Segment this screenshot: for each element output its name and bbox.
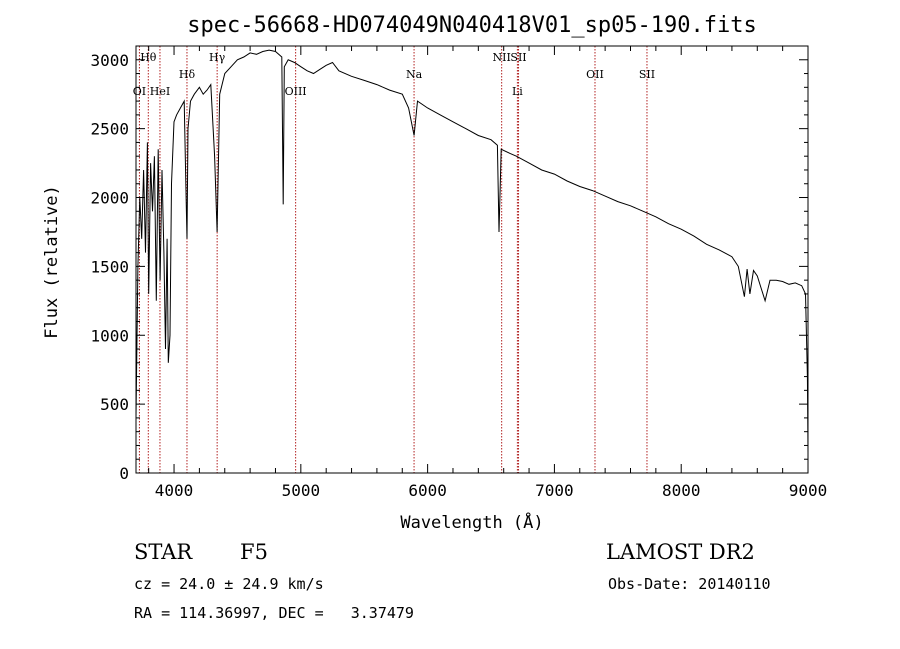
x-tick-label: 9000: [789, 481, 828, 500]
y-tick-label: 0: [119, 464, 129, 483]
x-tick-label: 7000: [535, 481, 574, 500]
line-marker-label: Li: [512, 85, 523, 98]
object-type: STAR: [134, 540, 193, 564]
line-marker-label: Na: [406, 68, 423, 81]
y-tick-label: 1500: [90, 257, 129, 276]
survey-name: LAMOST DR2: [606, 540, 755, 564]
x-tick-label: 5000: [282, 481, 321, 500]
chart-title: spec-56668-HD074049N040418V01_sp05-190.f…: [187, 13, 757, 38]
object-subclass: F5: [240, 540, 268, 564]
plot-frame: [135, 45, 809, 474]
line-marker-label: Hδ: [179, 68, 196, 81]
line-markers: [138, 46, 648, 473]
line-marker-label: Hθ: [140, 51, 157, 64]
line-marker-label: NII: [493, 51, 511, 64]
line-marker-label: OII: [586, 68, 604, 81]
y-tick-label: 2000: [90, 189, 129, 208]
x-tick-label: 4000: [155, 481, 194, 500]
obs-date: Obs-Date: 20140110: [608, 575, 771, 593]
coordinates: RA = 114.36997, DEC = 3.37479: [134, 604, 414, 622]
x-tick-label: 8000: [662, 481, 701, 500]
y-tick-label: 3000: [90, 51, 129, 70]
x-axis-ticks: 4000 5000 6000 7000 8000 9000: [148, 46, 828, 500]
x-tick-label: 6000: [408, 481, 447, 500]
spectrum-line: [135, 49, 809, 453]
x-axis-label: Wavelength (Å): [400, 511, 543, 533]
y-axis-ticks: 0 500 1000 1500 2000 2500 3000: [90, 45, 808, 483]
redshift-text: cz = 24.0 ± 24.9 km/s: [134, 575, 324, 593]
line-marker-label: HeI: [150, 85, 170, 98]
y-tick-label: 500: [100, 395, 129, 414]
y-tick-label: 2500: [90, 120, 129, 139]
line-marker-label: OIII: [285, 85, 307, 98]
line-marker-label: SII: [639, 68, 655, 81]
y-tick-label: 1000: [90, 326, 129, 345]
line-marker-label: Hγ: [209, 51, 226, 64]
y-axis-label: Flux (relative): [42, 185, 62, 339]
line-marker-label: SII: [510, 51, 526, 64]
